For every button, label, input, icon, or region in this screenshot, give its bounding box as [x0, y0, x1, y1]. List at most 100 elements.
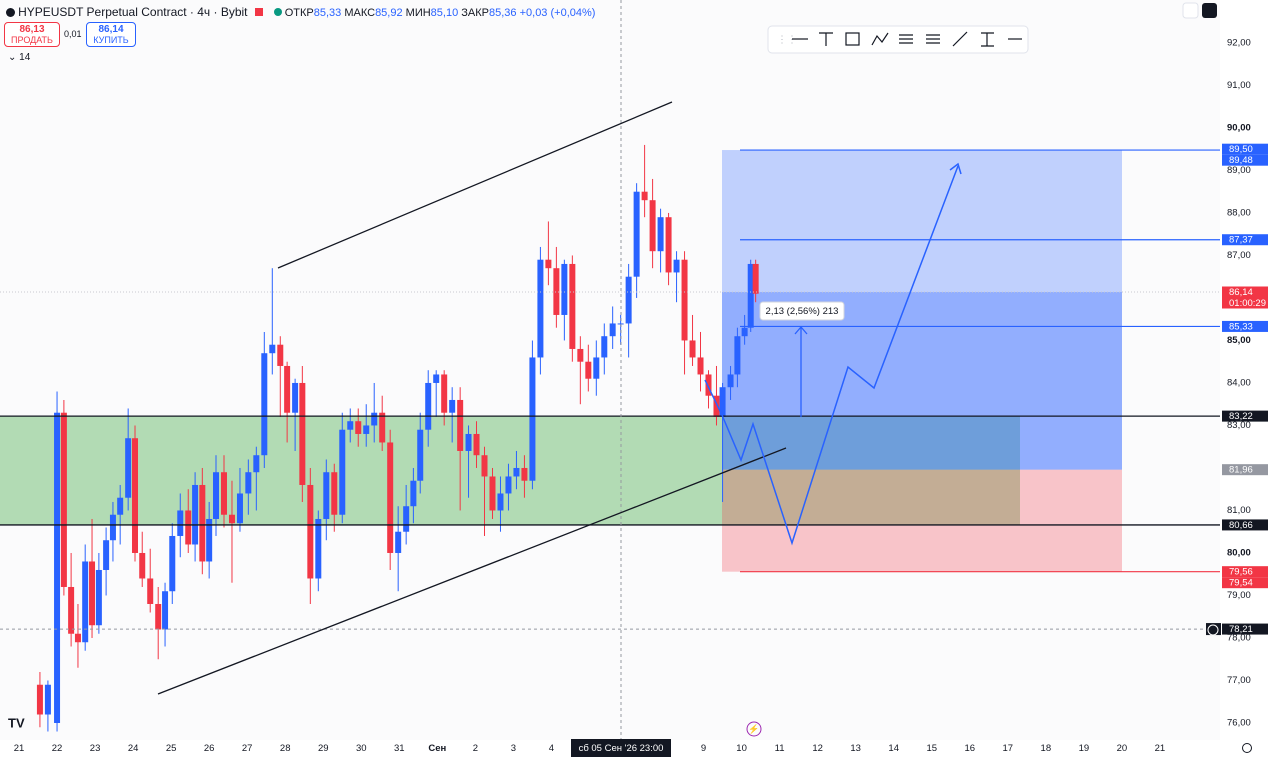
candle-body	[292, 382, 299, 413]
candle-body	[185, 510, 192, 545]
indicator[interactable]: ⌄ 14	[8, 52, 30, 63]
buy-price: 86,14	[98, 24, 124, 35]
screenshot-button[interactable]	[1202, 3, 1217, 18]
x-tick-label: 29	[318, 743, 329, 754]
zones	[0, 150, 1122, 572]
candle-body	[307, 484, 314, 579]
candle-body	[649, 200, 656, 252]
y-tick-label: 78,00	[1227, 633, 1251, 644]
candle-body	[331, 472, 338, 515]
price-label: 78,21	[1229, 624, 1253, 635]
x-tick-label: 15	[926, 743, 937, 754]
buy-button[interactable]: 86,14 КУПИТЬ	[86, 22, 136, 47]
y-tick-label: 91,00	[1227, 80, 1251, 91]
price-label-bg	[1222, 410, 1268, 422]
candle-body	[117, 497, 124, 515]
price-label: 80,66	[1229, 520, 1253, 531]
x-tick-label: 18	[1041, 743, 1052, 754]
tool-icon[interactable]	[845, 32, 860, 46]
price-label: 83,22	[1229, 411, 1253, 422]
sell-button[interactable]: 86,13 ПРОДАТЬ	[4, 22, 60, 47]
arrow-head	[794, 326, 808, 335]
candle-body	[481, 455, 488, 477]
candle-body	[741, 327, 748, 337]
spread: 0,01	[64, 29, 82, 39]
candle-body	[199, 484, 206, 562]
forecast-path	[704, 165, 959, 546]
candle-body	[713, 395, 720, 417]
candle-body	[617, 323, 624, 325]
tool-icon[interactable]	[952, 31, 968, 47]
candle-body	[734, 336, 741, 375]
target-zone	[722, 292, 1122, 470]
status-dot	[273, 8, 282, 16]
x-tick-label: 17	[1003, 743, 1014, 754]
x-tick-label: 9	[701, 743, 706, 754]
price-label: 87,37	[1229, 235, 1253, 246]
candle-body	[60, 412, 67, 587]
tool-icon[interactable]	[926, 34, 940, 44]
candle-body	[449, 399, 456, 413]
x-tick-label: 12	[812, 743, 823, 754]
candle-body	[162, 591, 169, 630]
tool-icon[interactable]	[899, 34, 913, 44]
candle-body	[347, 421, 354, 430]
candle-body	[245, 472, 252, 494]
candle-body	[473, 433, 480, 456]
x-tick-label: 2	[473, 743, 478, 754]
price-label-bg	[1222, 286, 1268, 309]
x-tick-label: 11	[775, 743, 785, 754]
settings-icon[interactable]	[1242, 743, 1252, 753]
candle-body	[529, 357, 536, 481]
candle-body	[299, 382, 306, 485]
candle-body	[609, 323, 616, 337]
candle-body	[752, 263, 759, 294]
candle-body	[169, 535, 176, 592]
symbol-title: HYPEUSDT Perpetual Contract · 4ч · Bybit	[18, 5, 248, 19]
measure-label: 2,13 (2,56%) 213	[766, 306, 839, 317]
candle-body	[44, 684, 51, 715]
buy-label: КУПИТЬ	[93, 35, 129, 45]
tool-icon[interactable]	[819, 32, 833, 46]
candle-body	[403, 506, 410, 532]
ohlc-value: 85,33	[313, 7, 342, 19]
logo: TV	[8, 715, 25, 730]
candle-body	[147, 578, 154, 604]
measure-box	[759, 301, 845, 321]
candle-body	[465, 433, 472, 451]
y-tick-label: 76,00	[1227, 718, 1251, 729]
candle-body	[82, 561, 89, 643]
x-tick-label: Сен	[428, 743, 446, 754]
scroll-button[interactable]	[1182, 2, 1199, 19]
event-icon[interactable]: ⚡	[748, 723, 759, 735]
y-tick-label: 90,00	[1227, 122, 1251, 133]
candle-body	[253, 455, 260, 473]
x-tick-label: 30	[356, 743, 367, 754]
candle-body	[323, 472, 330, 519]
tool-icon[interactable]	[871, 32, 889, 46]
candle-body	[601, 336, 608, 358]
event-icon[interactable]	[746, 721, 762, 737]
x-tick-label: 10	[736, 743, 747, 754]
x-tick-label: 16	[964, 743, 975, 754]
price-label-bg	[1222, 623, 1268, 635]
plus-icon[interactable]	[1207, 624, 1219, 636]
crosshair-label-bg	[571, 739, 671, 757]
price-label: 89,48	[1229, 155, 1253, 166]
x-tick-label: 27	[242, 743, 253, 754]
y-tick-label: 92,00	[1227, 37, 1251, 48]
candle-body	[417, 429, 424, 481]
candle-body	[727, 374, 734, 388]
candle-body	[513, 467, 520, 477]
candle-body	[553, 268, 560, 315]
tool-icon[interactable]	[981, 32, 994, 47]
ohlc-label: ЗАКР	[461, 7, 489, 19]
ohlc-label: МИН	[405, 7, 431, 19]
candle-body	[625, 276, 632, 324]
ohlc-value: 85,36	[489, 7, 517, 19]
level-lines	[0, 149, 1220, 630]
candle-body	[177, 510, 184, 536]
stop-zone	[722, 469, 1122, 572]
x-tick-label: 24	[128, 743, 139, 754]
